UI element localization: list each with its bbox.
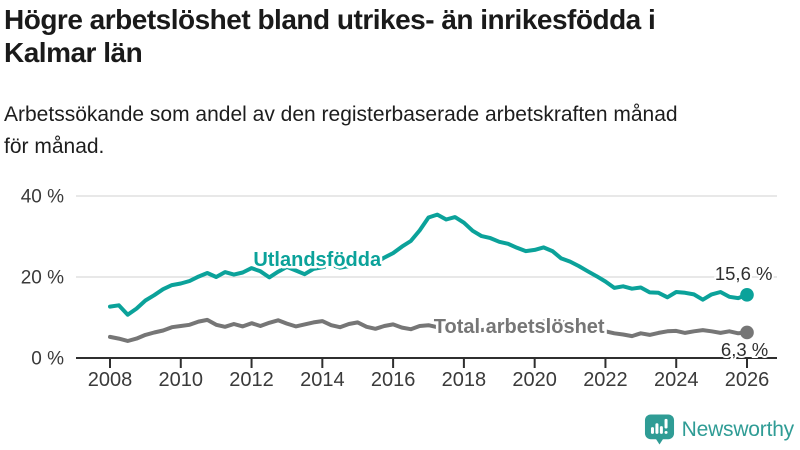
newsworthy-wordmark: Newsworthy bbox=[681, 417, 795, 441]
end-value-label-total-arbetsloshet: 6,3 % bbox=[721, 339, 768, 360]
y-axis-tick-label: 0 % bbox=[31, 349, 64, 370]
series-label-total-arbetsloshet: Total arbetslöshet bbox=[434, 316, 605, 338]
x-axis-tick-label: 2022 bbox=[583, 369, 628, 391]
x-axis-tick-label: 2020 bbox=[512, 369, 557, 391]
end-value-label-utlandsfodda: 15,6 % bbox=[715, 263, 773, 284]
y-axis-tick-label: 20 % bbox=[21, 268, 64, 289]
x-axis-tick-label: 2024 bbox=[654, 369, 699, 391]
x-axis-tick-label: 2016 bbox=[371, 369, 416, 391]
x-axis-tick-label: 2014 bbox=[300, 369, 345, 391]
series-label-utlandsfodda: Utlandsfödda bbox=[253, 249, 382, 271]
line-chart: 0 % 20 % 40 % 2008 2010 2012 2014 2016 2018 2020 2… bbox=[21, 187, 777, 391]
speech-bubble-tail bbox=[654, 437, 664, 445]
newsworthy-logo: Newsworthy bbox=[644, 413, 794, 446]
y-axis-tick-label: 40 % bbox=[21, 187, 64, 208]
bar-2 bbox=[655, 423, 659, 434]
exclamation-bar bbox=[664, 418, 668, 429]
x-axis-tick-label: 2010 bbox=[159, 369, 204, 391]
exclamation-dot bbox=[664, 430, 668, 434]
x-axis-tick-label: 2026 bbox=[725, 369, 770, 391]
bar-1 bbox=[650, 427, 654, 434]
chart-title: Högre arbetslöshet bland utrikes- än inr… bbox=[4, 4, 656, 69]
bar-3 bbox=[659, 426, 663, 434]
end-dot-total-arbetsloshet bbox=[740, 325, 754, 340]
newsworthy-speech-bubble-bar-chart-icon bbox=[644, 414, 674, 445]
x-axis-tick-label: 2018 bbox=[442, 369, 487, 391]
x-axis-tick-label: 2008 bbox=[88, 369, 133, 391]
speech-bubble-shape bbox=[644, 414, 674, 440]
series-line-utlandsfodda bbox=[108, 212, 749, 317]
series-line-total-arbetsloshet bbox=[108, 317, 749, 343]
chart-subtitle: Arbetssökande som andel av den registerb… bbox=[4, 103, 678, 158]
end-dot-utlandsfodda bbox=[740, 288, 754, 302]
x-axis-tick-label: 2012 bbox=[229, 369, 274, 391]
